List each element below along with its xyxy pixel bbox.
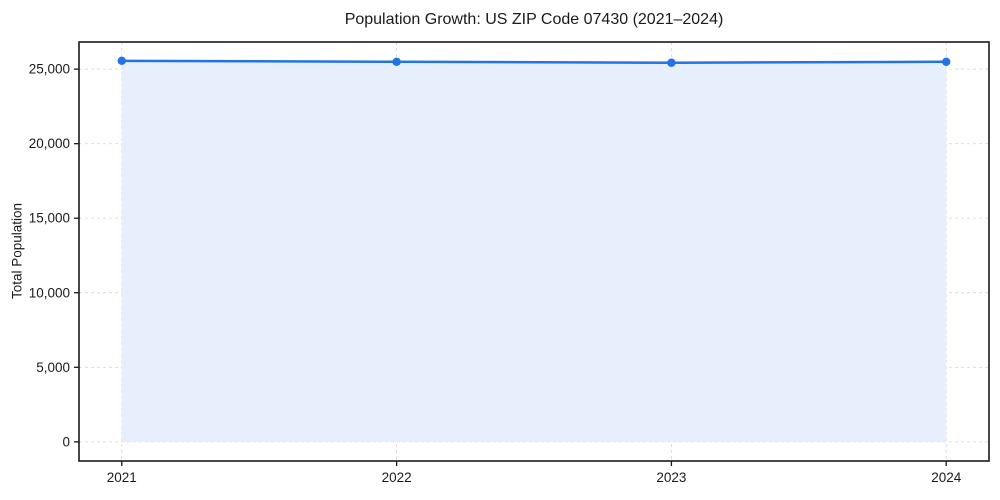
y-tick-label: 25,000 — [29, 62, 70, 77]
y-tick-label: 0 — [62, 434, 70, 449]
chart-title: Population Growth: US ZIP Code 07430 (20… — [344, 11, 724, 28]
data-point-marker — [392, 57, 401, 67]
x-tick-label: 2021 — [107, 470, 137, 485]
x-tick-label: 2023 — [656, 470, 686, 485]
trend-line — [120, 59, 948, 64]
data-point-marker — [667, 58, 676, 67]
y-axis-label-text: Total Population — [9, 202, 25, 300]
y-tick-label: 5,000 — [36, 360, 70, 375]
x-tick-label: 2024 — [931, 470, 962, 485]
x-tick-label: 2022 — [382, 470, 412, 485]
y-tick-label: 20,000 — [29, 136, 70, 151]
axis-spine — [78, 41, 990, 462]
data-point-marker — [942, 57, 951, 67]
data-point-marker — [117, 56, 126, 65]
area-fill — [121, 60, 947, 442]
y-tick-label: 15,000 — [29, 211, 70, 226]
y-tick-label: 10,000 — [29, 285, 70, 300]
